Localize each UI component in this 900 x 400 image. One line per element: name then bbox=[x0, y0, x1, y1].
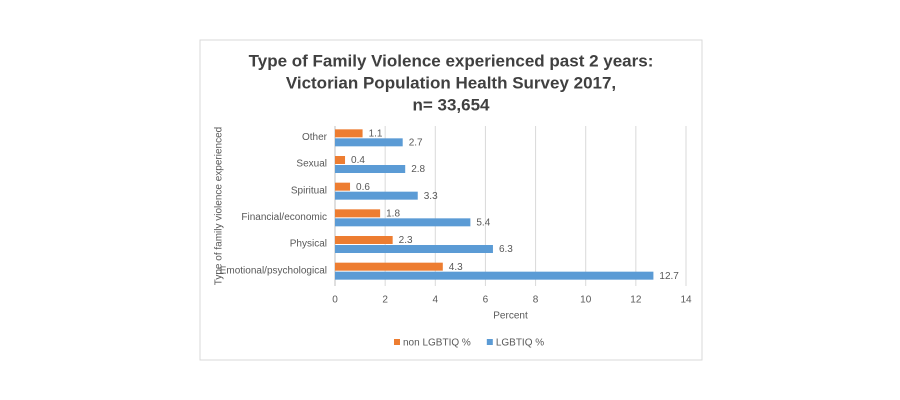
legend-label: LGBTIQ % bbox=[496, 338, 544, 349]
y-tick-label: Emotional/psychological bbox=[220, 265, 327, 276]
bar bbox=[335, 191, 418, 200]
x-tick-label: 0 bbox=[332, 295, 338, 306]
bar bbox=[335, 138, 403, 147]
legend-swatch bbox=[486, 339, 493, 345]
value-label: 3.3 bbox=[424, 191, 438, 202]
value-label: 4.3 bbox=[449, 262, 463, 273]
y-tick-label: Other bbox=[302, 132, 328, 143]
bar bbox=[335, 165, 406, 173]
bar bbox=[335, 218, 471, 227]
value-label: 2.7 bbox=[409, 137, 423, 148]
bar bbox=[335, 156, 346, 164]
chart-frame bbox=[199, 39, 703, 361]
y-axis-label: Type of family violence experienced bbox=[214, 127, 225, 285]
x-tick-label: 8 bbox=[533, 295, 539, 306]
value-label: 2.8 bbox=[411, 164, 425, 175]
x-tick-label: 2 bbox=[382, 295, 388, 306]
value-label: 2.3 bbox=[399, 235, 413, 246]
bar bbox=[335, 129, 363, 138]
bar bbox=[335, 262, 443, 271]
y-tick-label: Financial/economic bbox=[241, 212, 327, 223]
y-tick-label: Sexual bbox=[296, 159, 327, 170]
value-label: 5.4 bbox=[476, 217, 490, 228]
bar bbox=[335, 209, 381, 218]
value-label: 0.4 bbox=[351, 155, 365, 166]
value-label: 12.7 bbox=[659, 271, 679, 282]
bar bbox=[335, 236, 393, 244]
x-tick-label: 6 bbox=[483, 295, 489, 306]
bar bbox=[335, 182, 351, 191]
value-label: 6.3 bbox=[499, 244, 513, 255]
value-label: 1.1 bbox=[369, 128, 383, 139]
y-tick-label: Spiritual bbox=[291, 185, 327, 196]
value-label: 1.8 bbox=[386, 208, 400, 219]
chart-title: Type of Family Violence experienced past… bbox=[249, 51, 654, 70]
chart-title: Victorian Population Health Survey 2017, bbox=[286, 73, 616, 92]
chart-title: n= 33,654 bbox=[412, 95, 490, 114]
x-tick-label: 14 bbox=[680, 295, 692, 306]
x-tick-label: 12 bbox=[630, 295, 642, 306]
x-tick-label: 10 bbox=[580, 295, 592, 306]
bar bbox=[335, 245, 493, 253]
y-tick-label: Physical bbox=[290, 239, 327, 250]
legend-swatch bbox=[394, 339, 400, 345]
bar bbox=[335, 271, 654, 280]
x-axis-label: Percent bbox=[493, 311, 528, 322]
legend-label: non LGBTIQ % bbox=[403, 338, 471, 349]
value-label: 0.6 bbox=[356, 182, 370, 193]
x-tick-label: 4 bbox=[433, 295, 439, 306]
